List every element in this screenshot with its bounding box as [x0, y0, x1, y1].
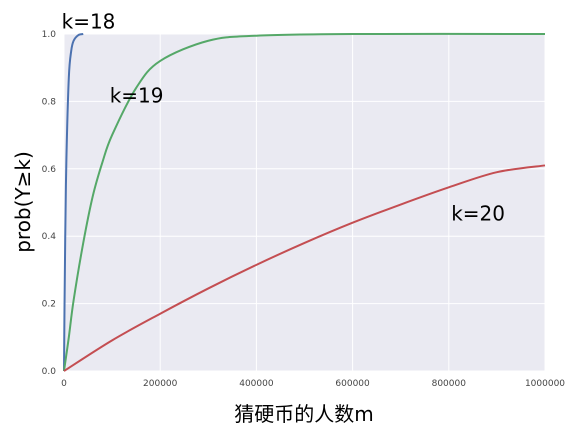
y-tick-label: 1.0 — [42, 30, 57, 40]
plot-background — [64, 34, 545, 371]
curve-annotation: k=19 — [110, 84, 164, 108]
y-tick-label: 0.2 — [42, 300, 56, 310]
series-line-1 — [63, 33, 84, 372]
series-line-2 — [63, 32, 546, 372]
series-lines — [63, 32, 546, 372]
grid — [63, 33, 546, 372]
annotations: k=18 k=19 k=20 — [62, 10, 505, 226]
x-tick-label: 0 — [61, 379, 67, 389]
x-tick-label: 600000 — [335, 379, 370, 389]
y-tick-label: 0.0 — [42, 367, 57, 377]
x-tick-label: 200000 — [143, 379, 178, 389]
y-tick-label: 0.6 — [42, 165, 57, 175]
y-tick-label: 0.4 — [42, 232, 57, 242]
x-axis-label: 猜硬币的人数m — [234, 402, 373, 426]
y-axis-label: prob(Y≥k) — [11, 151, 35, 253]
curve-annotation: k=18 — [62, 10, 116, 34]
y-tick-label: 0.8 — [42, 97, 57, 107]
tick-labels: 0 200000 400000 600000 800000 1000000 0.0 0.2 0.… — [42, 30, 566, 389]
x-tick-label: 400000 — [239, 379, 274, 389]
series-line-3 — [63, 164, 546, 372]
curve-annotation: k=20 — [451, 202, 505, 226]
x-tick-label: 1000000 — [525, 379, 565, 389]
x-tick-label: 800000 — [432, 379, 467, 389]
